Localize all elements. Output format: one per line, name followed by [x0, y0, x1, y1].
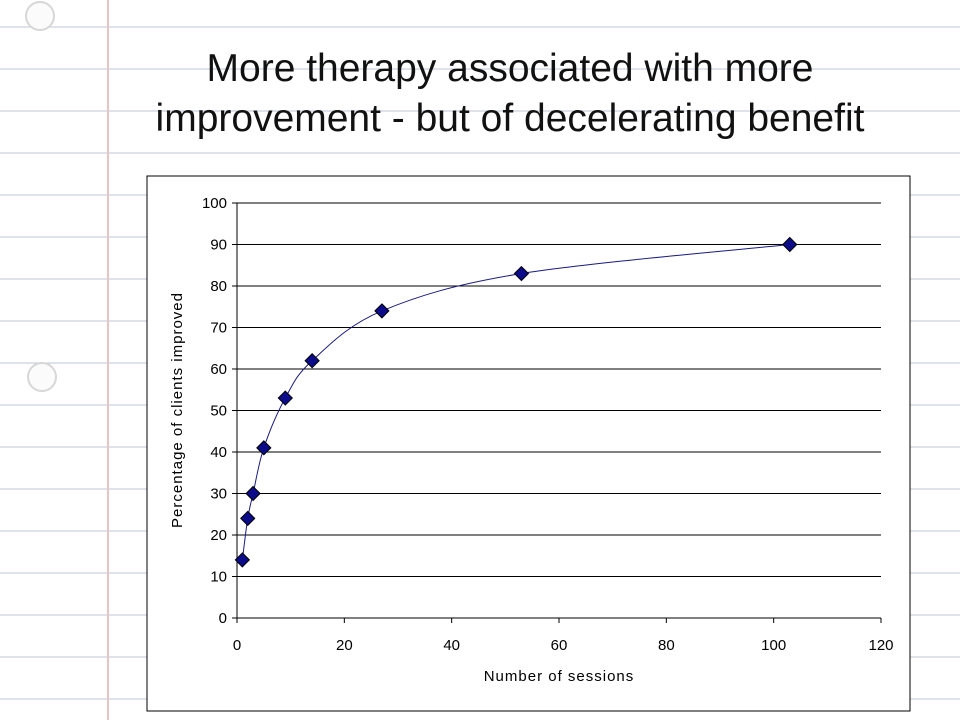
- data-point-marker: [245, 485, 261, 502]
- y-tick-label: 100: [202, 195, 227, 212]
- binder-hole-middle: [27, 362, 57, 392]
- slide-title: More therapy associated with more improv…: [60, 44, 960, 144]
- data-point-marker: [234, 552, 251, 568]
- y-tick-label: 30: [210, 486, 227, 503]
- y-tick-label: 80: [210, 278, 227, 295]
- data-point-marker: [374, 303, 390, 319]
- y-tick-label: 90: [210, 237, 227, 254]
- x-tick-label: 80: [658, 637, 675, 654]
- data-point-marker: [240, 510, 256, 527]
- x-tick-label: 60: [551, 637, 568, 654]
- x-tick-label: 100: [761, 637, 786, 654]
- x-axis-label: Number of sessions: [484, 668, 635, 685]
- x-tick-label: 40: [443, 637, 460, 654]
- y-tick-label: 50: [210, 403, 227, 420]
- y-tick-label: 20: [210, 527, 227, 544]
- data-point-marker: [256, 440, 272, 456]
- data-point-marker: [513, 265, 530, 282]
- y-tick-label: 0: [219, 610, 227, 627]
- data-point-marker: [277, 390, 294, 406]
- y-tick-label: 60: [210, 361, 227, 378]
- x-tick-label: 20: [336, 637, 353, 654]
- y-axis-label: Percentage of clients improved: [169, 292, 186, 528]
- x-tick-label: 120: [868, 637, 893, 654]
- y-tick-label: 10: [210, 569, 227, 586]
- y-tick-label: 70: [210, 320, 227, 337]
- x-tick-label: 0: [233, 637, 241, 654]
- binder-hole-top: [25, 1, 55, 31]
- slide-title-line-2: improvement - but of decelerating benefi…: [155, 97, 865, 140]
- smoothed-series-line: [241, 244, 790, 560]
- y-tick-label: 40: [210, 444, 227, 461]
- data-point-marker: [782, 236, 798, 253]
- slide-title-line-1: More therapy associated with more: [206, 47, 814, 90]
- data-point-marker: [304, 352, 320, 369]
